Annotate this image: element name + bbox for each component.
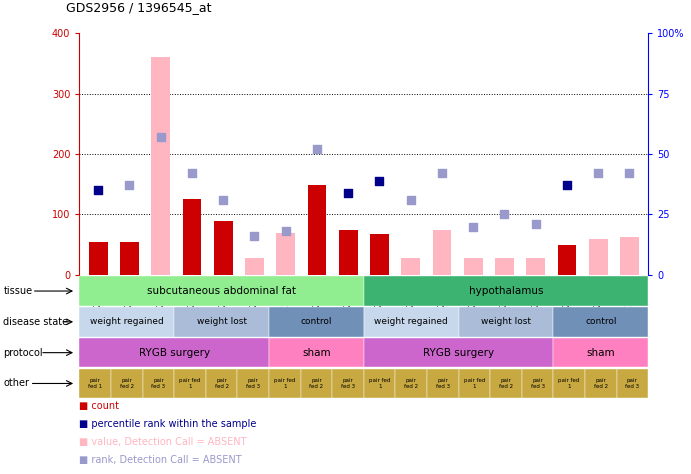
Bar [495, 258, 514, 275]
Point [624, 170, 635, 177]
Point [312, 146, 323, 153]
Text: pair
fed 2: pair fed 2 [215, 378, 229, 389]
Point [468, 223, 479, 230]
Text: pair fed
1: pair fed 1 [558, 378, 580, 389]
Point [593, 170, 604, 177]
Text: pair
fed 2: pair fed 2 [404, 378, 418, 389]
Point [437, 170, 448, 177]
Text: weight lost: weight lost [481, 318, 531, 326]
Point [93, 187, 104, 194]
Bar [120, 242, 139, 275]
Text: pair
fed 1: pair fed 1 [88, 378, 102, 389]
Text: control: control [585, 318, 616, 326]
Text: pair fed
1: pair fed 1 [464, 378, 485, 389]
Text: pair
fed 3: pair fed 3 [341, 378, 355, 389]
Point [343, 189, 354, 197]
Text: sham: sham [302, 347, 331, 358]
Text: control: control [301, 318, 332, 326]
Bar [214, 220, 233, 275]
Bar [589, 239, 607, 275]
Point [218, 196, 229, 204]
Text: pair
fed 2: pair fed 2 [120, 378, 134, 389]
Point [499, 211, 510, 219]
Text: ■ value, Detection Call = ABSENT: ■ value, Detection Call = ABSENT [79, 437, 247, 447]
Text: RYGB surgery: RYGB surgery [423, 347, 494, 358]
Bar [151, 57, 170, 275]
Point [124, 182, 135, 189]
Point [187, 170, 198, 177]
Point [530, 220, 541, 228]
Text: pair
fed 2: pair fed 2 [310, 378, 323, 389]
Bar [401, 258, 420, 275]
Bar [307, 185, 326, 275]
Bar [464, 258, 482, 275]
Text: pair fed
1: pair fed 1 [369, 378, 390, 389]
Bar [558, 245, 576, 275]
Point [280, 228, 291, 235]
Text: GDS2956 / 1396545_at: GDS2956 / 1396545_at [66, 1, 211, 14]
Text: ■ rank, Detection Call = ABSENT: ■ rank, Detection Call = ABSENT [79, 455, 242, 465]
Bar [620, 237, 638, 275]
Bar [245, 258, 264, 275]
Text: pair
fed 2: pair fed 2 [499, 378, 513, 389]
Text: protocol: protocol [3, 347, 43, 358]
Text: pair
fed 3: pair fed 3 [531, 378, 545, 389]
Text: sham: sham [587, 347, 615, 358]
Text: other: other [3, 378, 30, 389]
Text: RYGB surgery: RYGB surgery [139, 347, 210, 358]
Text: weight regained: weight regained [90, 318, 164, 326]
Text: pair
fed 3: pair fed 3 [436, 378, 450, 389]
Text: pair
fed 3: pair fed 3 [625, 378, 639, 389]
Text: disease state: disease state [3, 317, 68, 327]
Point [249, 232, 260, 240]
Text: ■ count: ■ count [79, 401, 120, 410]
Text: tissue: tissue [3, 286, 32, 296]
Point [561, 182, 572, 189]
Text: weight lost: weight lost [197, 318, 247, 326]
Text: weight regained: weight regained [375, 318, 448, 326]
Bar [89, 242, 108, 275]
Bar [182, 200, 201, 275]
Text: hypothalamus: hypothalamus [468, 286, 543, 296]
Bar [370, 234, 389, 275]
Bar [339, 229, 357, 275]
Text: pair fed
1: pair fed 1 [180, 378, 200, 389]
Point [155, 133, 167, 141]
Point [405, 196, 416, 204]
Text: pair fed
1: pair fed 1 [274, 378, 296, 389]
Bar [527, 258, 545, 275]
Text: ■ percentile rank within the sample: ■ percentile rank within the sample [79, 419, 257, 428]
Text: pair
fed 3: pair fed 3 [246, 378, 261, 389]
Point [374, 177, 385, 184]
Bar [433, 229, 451, 275]
Text: pair
fed 3: pair fed 3 [151, 378, 166, 389]
Text: subcutaneous abdominal fat: subcutaneous abdominal fat [147, 286, 296, 296]
Text: pair
fed 2: pair fed 2 [594, 378, 608, 389]
Bar [276, 233, 295, 275]
